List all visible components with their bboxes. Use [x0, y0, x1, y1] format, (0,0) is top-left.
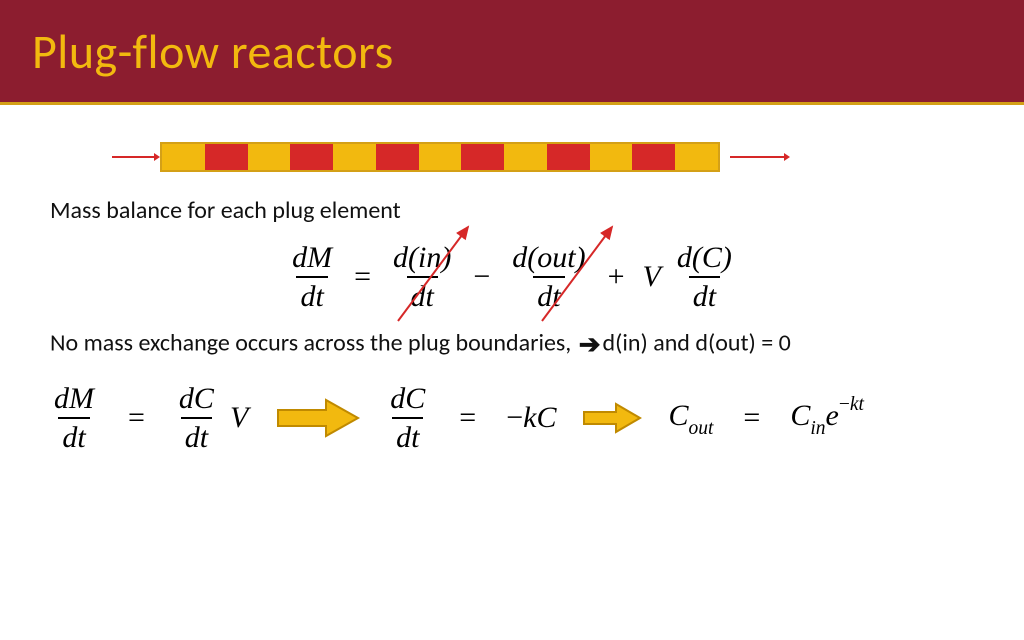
plug-segment — [248, 144, 291, 170]
big-implies-arrow-icon — [272, 394, 362, 442]
frac-dC-dt-2: dC dt — [175, 382, 218, 454]
plug-segment — [419, 144, 462, 170]
reactor-diagram — [110, 135, 790, 179]
plug-segment — [205, 144, 248, 170]
no-exchange-text-a: No mass exchange occurs across the plug … — [50, 329, 577, 358]
plug-segment — [290, 144, 333, 170]
inflow-arrow-icon — [110, 151, 160, 163]
plug-segment — [333, 144, 376, 170]
plug-segment — [675, 144, 718, 170]
equals-3: = — [453, 401, 482, 435]
equals-2: = — [122, 401, 151, 435]
reactor-tube — [160, 142, 720, 172]
slide-header: Plug-flow reactors — [0, 0, 1024, 105]
mass-balance-caption: Mass balance for each plug element — [50, 195, 974, 227]
term-Cout: Cout — [668, 399, 713, 438]
term-V-2: V — [230, 401, 248, 435]
term-V: V — [643, 260, 661, 294]
plus-sign: + — [602, 260, 631, 294]
minus-sign: − — [467, 260, 496, 294]
plug-segment — [504, 144, 547, 170]
plug-segment — [162, 144, 205, 170]
slide-content: Mass balance for each plug element dM dt… — [0, 105, 1024, 454]
equation-derivation-row: dM dt = dC dt V dC dt = −kC Cout = Cine−… — [50, 382, 974, 454]
frac-dout-dt: d(out) dt — [508, 241, 589, 313]
plug-segment — [547, 144, 590, 170]
frac-dC-dt: d(C) dt — [673, 241, 736, 313]
no-exchange-caption: No mass exchange occurs across the plug … — [50, 327, 974, 362]
equation-mass-balance: dM dt = d(in) dt − d(out) dt + V d(C) dt — [50, 241, 974, 313]
plug-segment — [461, 144, 504, 170]
frac-din-dt: d(in) dt — [389, 241, 455, 313]
plug-segment — [632, 144, 675, 170]
no-exchange-text-b: d(in) and d(out) = 0 — [602, 329, 790, 358]
slide-title: Plug-flow reactors — [32, 22, 394, 81]
small-implies-arrow-icon — [580, 400, 644, 436]
term-Cin-exp: Cine−kt — [790, 398, 864, 438]
equals-sign: = — [348, 260, 377, 294]
plug-segment — [376, 144, 419, 170]
term-neg-kC: −kC — [506, 401, 556, 435]
plug-segment — [590, 144, 633, 170]
strike-din-icon — [50, 221, 950, 341]
outflow-arrow-icon — [730, 151, 790, 163]
equals-4: = — [737, 401, 766, 435]
frac-dM-dt-2: dM dt — [50, 382, 98, 454]
frac-dC-dt-3: dC dt — [386, 382, 429, 454]
implies-arrow-icon: ➔ — [577, 328, 603, 360]
frac-dM-dt: dM dt — [288, 241, 336, 313]
